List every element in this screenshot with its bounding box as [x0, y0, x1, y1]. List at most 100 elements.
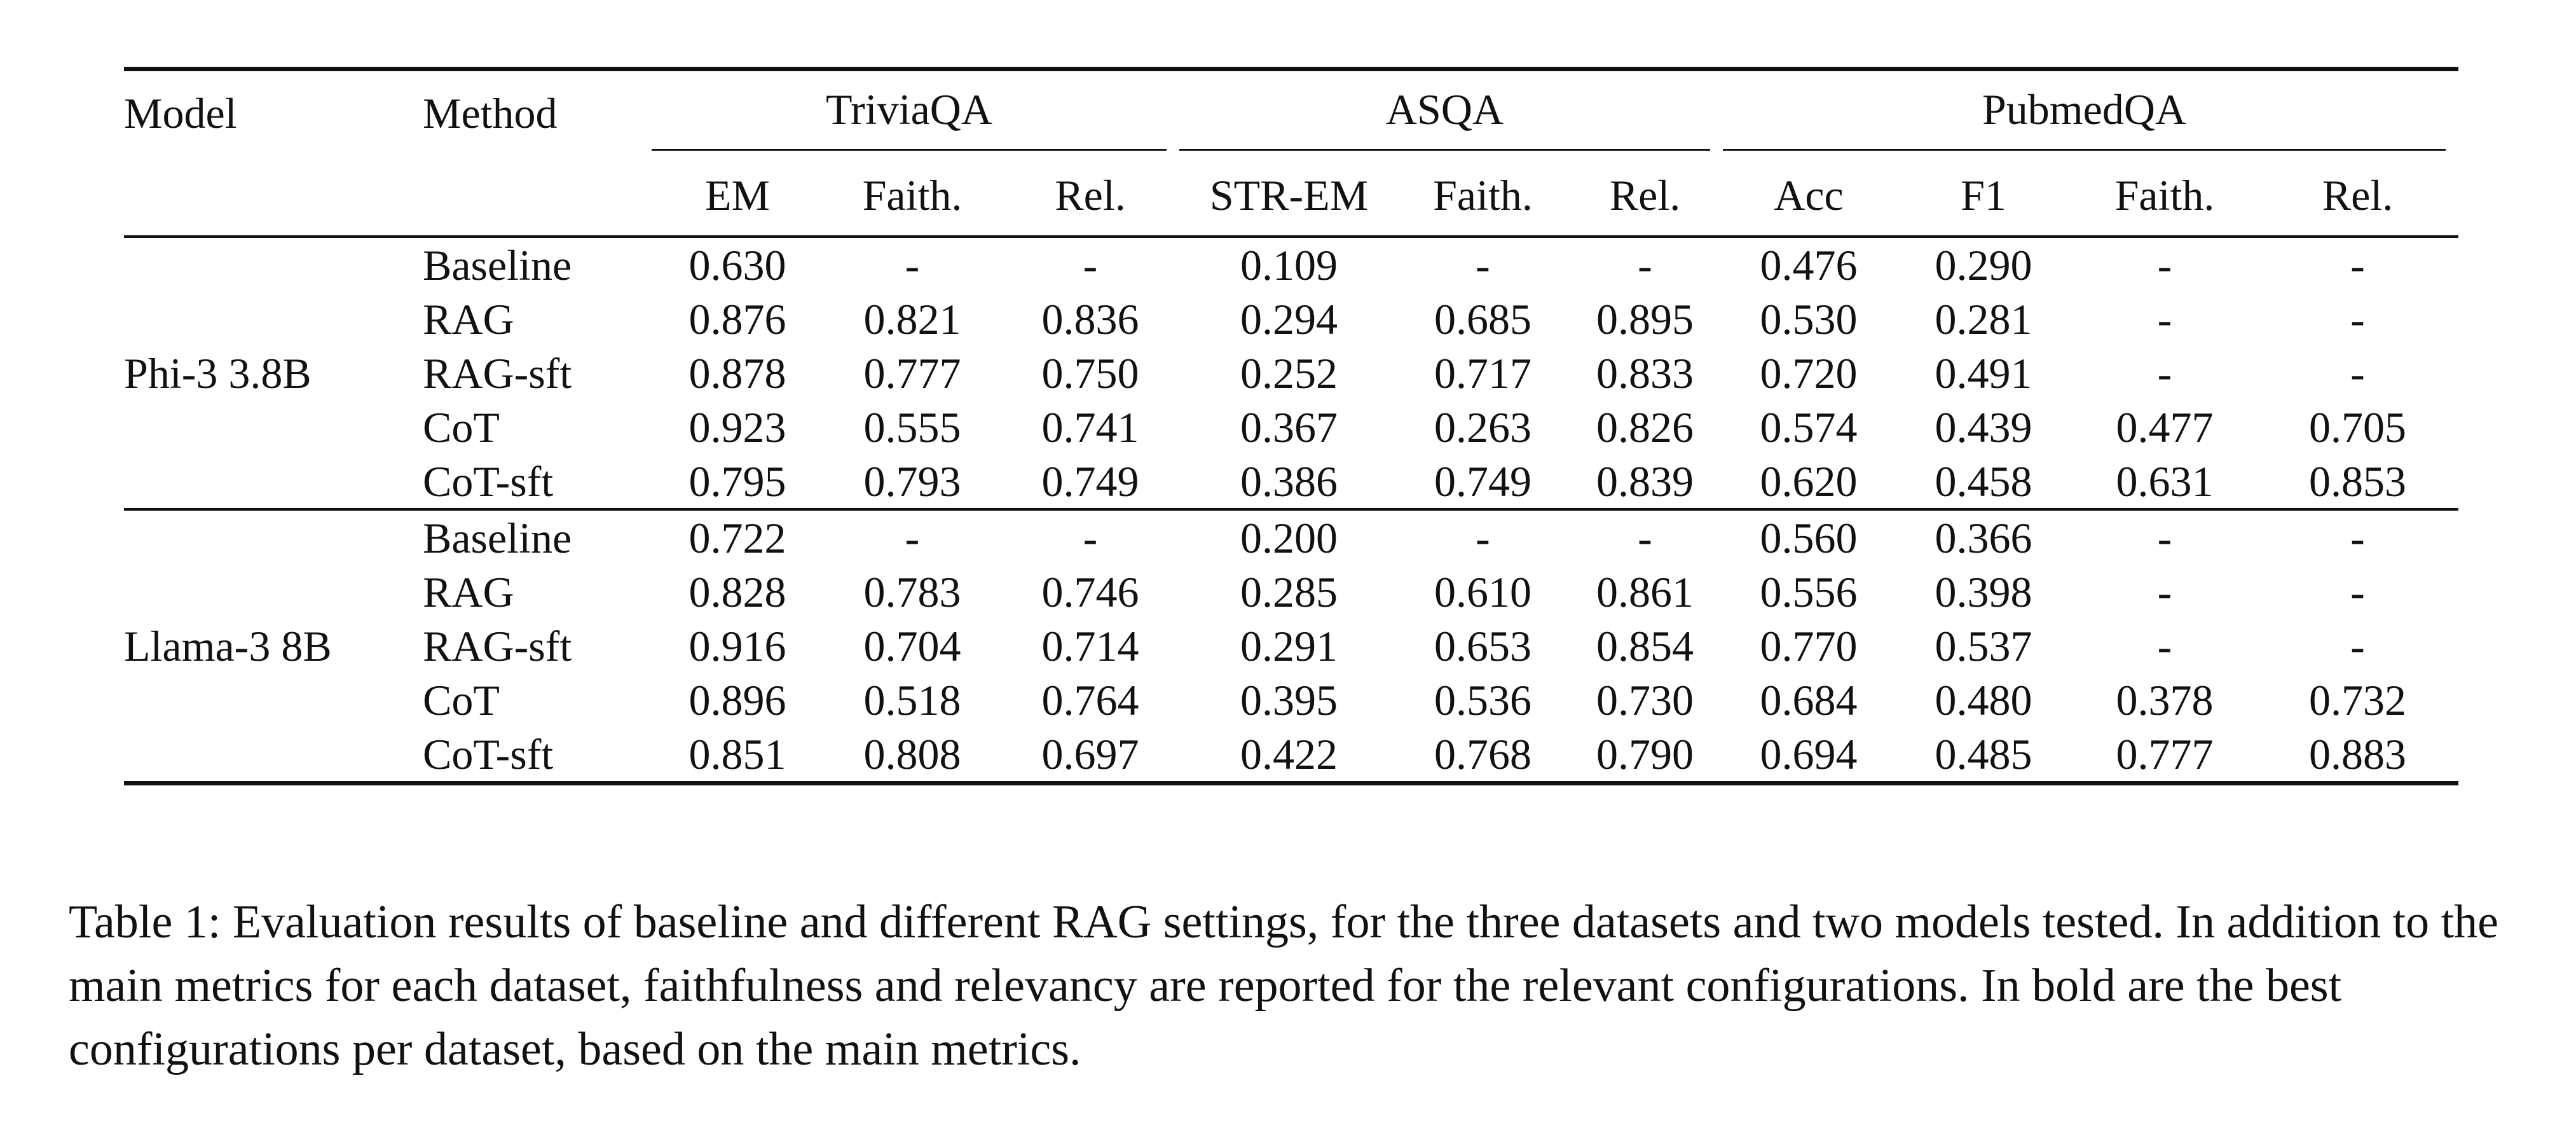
- value-cell: 0.704: [863, 621, 961, 670]
- value-cell: 0.200: [1240, 513, 1338, 562]
- value-cell: 0.808: [863, 729, 961, 778]
- value-cell: 0.109: [1240, 240, 1338, 289]
- value-cell: 0.777: [2116, 729, 2214, 778]
- value-cell: 0.923: [689, 403, 786, 452]
- model-name: Llama-3 8B: [124, 621, 332, 670]
- value-cell: -: [2350, 294, 2365, 343]
- group-label-asqa: ASQA: [1385, 85, 1504, 134]
- value-cell: -: [2157, 294, 2172, 343]
- table-row: RAG 0.828 0.783 0.746 0.285 0.610 0.861 0.556 0.…: [124, 565, 2458, 619]
- value-cell: 0.439: [1935, 403, 2032, 452]
- value-cell: 0.518: [863, 675, 961, 724]
- value-cell: 0.458: [1935, 457, 2032, 506]
- value-cell: 0.750: [1041, 349, 1139, 397]
- value-cell: 0.717: [1434, 349, 1531, 397]
- value-cell: 0.395: [1240, 675, 1338, 724]
- value-cell: 0.749: [1434, 457, 1531, 506]
- table-row: CoT-sft 0.795 0.793 0.749 0.386 0.749 0.839 0.6…: [124, 454, 2458, 509]
- value-cell: 0.555: [863, 403, 961, 452]
- value-cell: 0.790: [1596, 729, 1694, 778]
- table-row: RAG 0.876 0.821 0.836 0.294 0.685 0.895 0.530 0.…: [124, 292, 2458, 346]
- header-group-pubmedqa: PubmedQA: [1723, 71, 2458, 155]
- value-cell: 0.730: [1596, 675, 1694, 724]
- value-cell: 0.630: [689, 240, 786, 289]
- value-cell: -: [2157, 349, 2172, 397]
- value-cell: 0.378: [2116, 675, 2214, 724]
- value-cell: 0.836: [1041, 294, 1139, 343]
- value-cell: -: [1638, 240, 1652, 289]
- value-cell: 0.697: [1041, 729, 1139, 778]
- value-cell: 0.895: [1596, 294, 1694, 343]
- value-cell: 0.285: [1240, 567, 1338, 616]
- method-name: RAG: [423, 567, 514, 616]
- value-cell: -: [905, 240, 920, 289]
- header-pubmedqa-acc: Acc: [1774, 171, 1844, 219]
- value-cell: 0.574: [1760, 403, 1858, 452]
- results-table: Model Method TriviaQA ASQA PubmedQA: [124, 67, 2458, 787]
- header-model: Model: [124, 89, 237, 137]
- value-cell: 0.705: [2309, 403, 2406, 452]
- value-cell: 0.741: [1041, 403, 1139, 452]
- header-triviaqa-faith: Faith.: [862, 171, 963, 219]
- header-pubmedqa-rel: Rel.: [2322, 171, 2394, 219]
- value-cell: 0.749: [1041, 457, 1139, 506]
- value-cell: -: [1476, 240, 1490, 289]
- value-cell: 0.610: [1434, 567, 1531, 616]
- header-group-triviaqa: TriviaQA: [652, 71, 1179, 155]
- value-cell: 0.770: [1760, 621, 1858, 670]
- value-cell: 0.252: [1240, 349, 1338, 397]
- value-cell: 0.398: [1935, 567, 2032, 616]
- table-row: CoT 0.923 0.555 0.741 0.367 0.263 0.826 0.574 0.…: [124, 400, 2458, 454]
- value-cell: -: [2350, 621, 2365, 670]
- table-row: RAG-sft 0.916 0.704 0.714 0.291 0.653 0.854 0.7…: [124, 619, 2458, 673]
- value-cell: 0.560: [1760, 513, 1858, 562]
- header-triviaqa-em: EM: [705, 171, 770, 219]
- value-cell: -: [1083, 513, 1098, 562]
- value-cell: 0.422: [1240, 729, 1338, 778]
- value-cell: 0.916: [689, 621, 786, 670]
- value-cell: 0.684: [1760, 675, 1858, 724]
- header-method: Method: [423, 89, 558, 137]
- value-cell: 0.720: [1760, 349, 1858, 397]
- value-cell: 0.783: [863, 567, 961, 616]
- method-name: CoT-sft: [423, 457, 554, 506]
- method-name: RAG-sft: [423, 349, 572, 397]
- value-cell: 0.833: [1596, 349, 1694, 397]
- value-cell: 0.853: [2309, 457, 2406, 506]
- group-label-pubmedqa: PubmedQA: [1982, 85, 2187, 134]
- header-asqa-faith: Faith.: [1433, 171, 1533, 219]
- value-cell: 0.821: [863, 294, 961, 343]
- value-cell: 0.537: [1935, 621, 2032, 670]
- table-row: Llama-3 8B Baseline 0.722 - - 0.200 - - 0.560 0.3…: [124, 511, 2458, 668]
- value-cell: 0.386: [1240, 457, 1338, 506]
- value-cell: 0.653: [1434, 621, 1531, 670]
- value-cell: -: [2157, 513, 2172, 562]
- value-cell: 0.828: [689, 567, 786, 616]
- value-cell: 0.883: [2309, 729, 2406, 778]
- value-cell: -: [1638, 513, 1652, 562]
- value-cell: -: [1476, 513, 1490, 562]
- model-name: Phi-3 3.8B: [124, 349, 312, 397]
- value-cell: 0.477: [2116, 403, 2214, 452]
- value-cell: 0.826: [1596, 403, 1694, 452]
- value-cell: 0.694: [1760, 729, 1858, 778]
- value-cell: 0.263: [1434, 403, 1531, 452]
- value-cell: 0.476: [1760, 240, 1858, 289]
- value-cell: 0.768: [1434, 729, 1531, 778]
- value-cell: 0.631: [2116, 457, 2214, 506]
- value-cell: 0.746: [1041, 567, 1139, 616]
- header-pubmedqa-faith: Faith.: [2114, 171, 2215, 219]
- method-name: RAG: [423, 294, 514, 343]
- value-cell: 0.795: [689, 457, 786, 506]
- header-group-asqa: ASQA: [1179, 71, 1723, 155]
- value-cell: 0.876: [689, 294, 786, 343]
- value-cell: -: [2157, 567, 2172, 616]
- value-cell: 0.854: [1596, 621, 1694, 670]
- method-name: Baseline: [423, 240, 572, 289]
- table-row: CoT 0.896 0.518 0.764 0.395 0.536 0.730 0.684 0.…: [124, 673, 2458, 727]
- value-cell: 0.851: [689, 729, 786, 778]
- group-rule-asqa: [1179, 148, 1710, 151]
- value-cell: -: [2157, 621, 2172, 670]
- group-label-triviaqa: TriviaQA: [826, 85, 992, 134]
- value-cell: 0.839: [1596, 457, 1694, 506]
